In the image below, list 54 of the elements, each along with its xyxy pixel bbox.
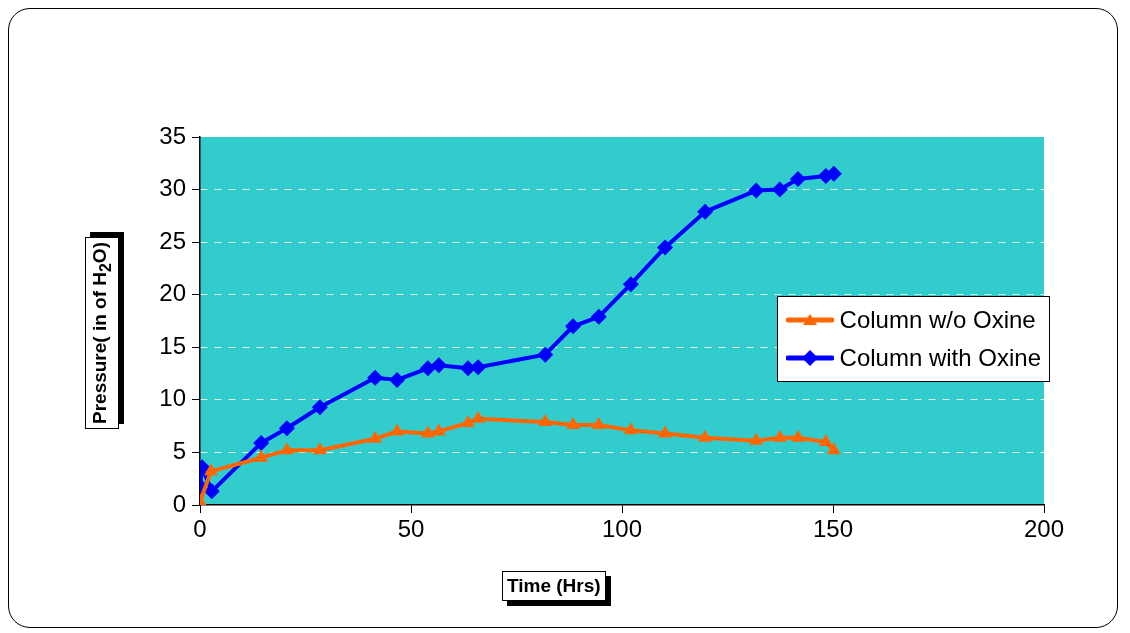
point — [367, 369, 384, 386]
point — [419, 360, 436, 377]
point — [566, 417, 580, 430]
point — [253, 434, 270, 451]
x-axis-title: Time (Hrs) — [502, 571, 606, 601]
legend-label: Column w/o Oxine — [839, 306, 1036, 334]
point — [623, 422, 638, 435]
point — [590, 308, 607, 325]
point — [471, 410, 486, 423]
x-tick-label: 150 — [812, 515, 854, 543]
point — [791, 429, 805, 442]
legend-label: Column with Oxine — [839, 344, 1041, 372]
point — [748, 182, 765, 199]
point — [430, 357, 447, 374]
point — [657, 239, 674, 256]
point — [461, 414, 475, 427]
y-tick-label: 35 — [159, 121, 186, 149]
point — [697, 203, 714, 220]
point — [537, 346, 554, 363]
point — [420, 425, 435, 438]
point — [565, 318, 582, 335]
x-tick-label: 200 — [1023, 515, 1065, 543]
point — [789, 171, 806, 188]
y-tick-label: 25 — [159, 226, 186, 254]
x-tick-label: 0 — [193, 515, 207, 543]
y-tick-label: 10 — [159, 384, 186, 412]
point — [622, 276, 639, 293]
point — [368, 430, 383, 443]
point — [254, 449, 269, 462]
point — [591, 417, 606, 430]
x-tick-label: 50 — [397, 515, 425, 543]
point — [311, 399, 328, 416]
y-tick-label: 15 — [159, 331, 186, 359]
point — [390, 423, 404, 436]
point — [470, 359, 487, 376]
point — [204, 463, 218, 476]
point — [771, 181, 788, 198]
point — [826, 442, 841, 455]
point — [749, 432, 764, 445]
y-tick-label: 0 — [172, 489, 186, 517]
y-tick-label: 5 — [172, 437, 186, 465]
point — [818, 433, 833, 446]
point — [431, 423, 446, 436]
point — [698, 429, 713, 442]
point — [389, 371, 406, 388]
point — [278, 420, 295, 437]
point — [280, 442, 294, 455]
point — [538, 413, 553, 426]
point — [658, 425, 672, 438]
y-tick-label: 20 — [159, 279, 186, 307]
point — [312, 442, 327, 455]
y-tick-label: 30 — [159, 174, 186, 202]
x-tick-label: 100 — [601, 515, 643, 543]
point — [772, 429, 787, 442]
